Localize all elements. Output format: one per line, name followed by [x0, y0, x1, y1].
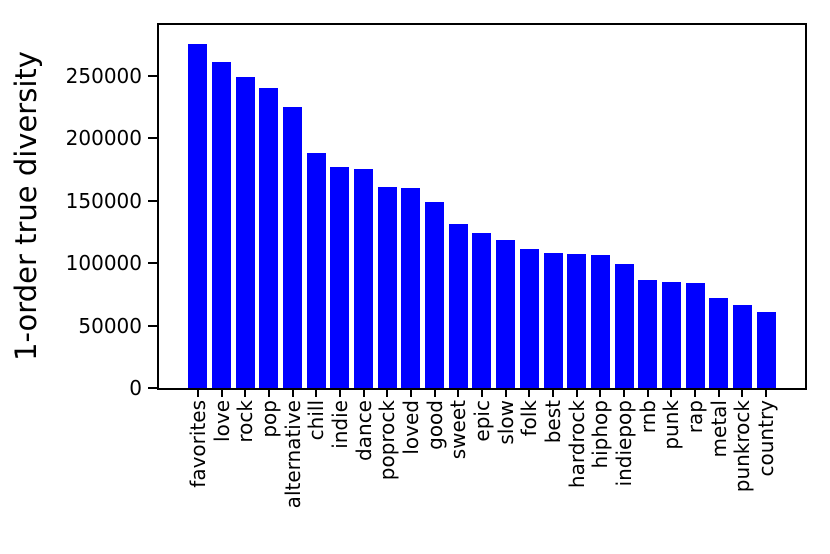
x-tick-label-hiphop: hiphop	[588, 400, 612, 469]
x-tick-mark	[481, 389, 483, 397]
y-tick-mark	[148, 325, 157, 327]
bar-pop	[259, 88, 278, 388]
x-tick-label-indie: indie	[328, 400, 352, 449]
y-tick-label: 250000	[65, 64, 142, 88]
x-tick-label-folk: folk	[517, 400, 541, 437]
bar-rnb	[638, 280, 657, 388]
bar-rock	[236, 77, 255, 388]
plot-area	[157, 23, 807, 390]
x-tick-label-sweet: sweet	[446, 400, 470, 460]
bar-dance	[354, 169, 373, 388]
bar-poprock	[378, 187, 397, 388]
bar-folk	[520, 249, 539, 388]
x-tick-label-favorites: favorites	[186, 400, 210, 488]
x-tick-mark	[410, 389, 412, 397]
bar-rap	[686, 283, 705, 388]
x-tick-mark	[457, 389, 459, 397]
x-tick-mark	[434, 389, 436, 397]
bar-loved	[401, 188, 420, 388]
bar-hardrock	[567, 254, 586, 388]
y-tick-mark	[148, 262, 157, 264]
y-tick-label: 200000	[65, 126, 142, 150]
x-tick-mark	[765, 389, 767, 397]
x-tick-mark	[244, 389, 246, 397]
x-tick-mark	[197, 389, 199, 397]
x-tick-label-country: country	[754, 400, 778, 477]
bar-chill	[307, 153, 326, 388]
bar-punk	[662, 282, 681, 388]
x-tick-label-pop: pop	[257, 400, 281, 438]
bar-love	[212, 62, 231, 388]
bar-favorites	[188, 44, 207, 388]
x-tick-mark	[315, 389, 317, 397]
x-tick-mark	[741, 389, 743, 397]
bar-country	[757, 312, 776, 388]
y-tick-label: 0	[129, 376, 142, 400]
bar-metal	[709, 298, 728, 388]
x-tick-mark	[552, 389, 554, 397]
bar-best	[544, 253, 563, 388]
x-tick-mark	[221, 389, 223, 397]
x-tick-mark	[268, 389, 270, 397]
x-tick-label-rap: rap	[683, 400, 707, 434]
x-tick-mark	[339, 389, 341, 397]
x-tick-mark	[694, 389, 696, 397]
x-tick-label-loved: loved	[399, 400, 423, 455]
bar-epic	[472, 233, 491, 388]
bar-slow	[496, 240, 515, 388]
bar-good	[425, 202, 444, 388]
x-tick-label-punkrock: punkrock	[730, 400, 754, 493]
y-tick-label: 100000	[65, 251, 142, 275]
x-tick-mark	[576, 389, 578, 397]
x-tick-mark	[292, 389, 294, 397]
x-tick-label-epic: epic	[470, 400, 494, 442]
y-tick-mark	[148, 200, 157, 202]
x-tick-label-rock: rock	[233, 400, 257, 443]
bar-punkrock	[733, 305, 752, 388]
x-tick-label-best: best	[541, 400, 565, 444]
x-tick-mark	[386, 389, 388, 397]
x-tick-label-poprock: poprock	[375, 400, 399, 481]
bar-alternative	[283, 107, 302, 388]
x-tick-mark	[505, 389, 507, 397]
x-tick-mark	[670, 389, 672, 397]
x-tick-label-indiepop: indiepop	[612, 400, 636, 487]
x-tick-mark	[528, 389, 530, 397]
y-tick-mark	[148, 75, 157, 77]
bar-sweet	[449, 224, 468, 388]
x-tick-mark	[623, 389, 625, 397]
bar-indiepop	[615, 264, 634, 388]
x-tick-mark	[647, 389, 649, 397]
y-tick-mark	[148, 137, 157, 139]
x-tick-mark	[718, 389, 720, 397]
bar-hiphop	[591, 255, 610, 388]
bar-indie	[330, 167, 349, 388]
y-tick-label: 150000	[65, 189, 142, 213]
x-tick-label-punk: punk	[659, 400, 683, 450]
y-tick-mark	[148, 387, 157, 389]
x-tick-mark	[599, 389, 601, 397]
x-tick-mark	[363, 389, 365, 397]
y-tick-label: 50000	[78, 314, 142, 338]
x-tick-label-chill: chill	[304, 400, 328, 441]
